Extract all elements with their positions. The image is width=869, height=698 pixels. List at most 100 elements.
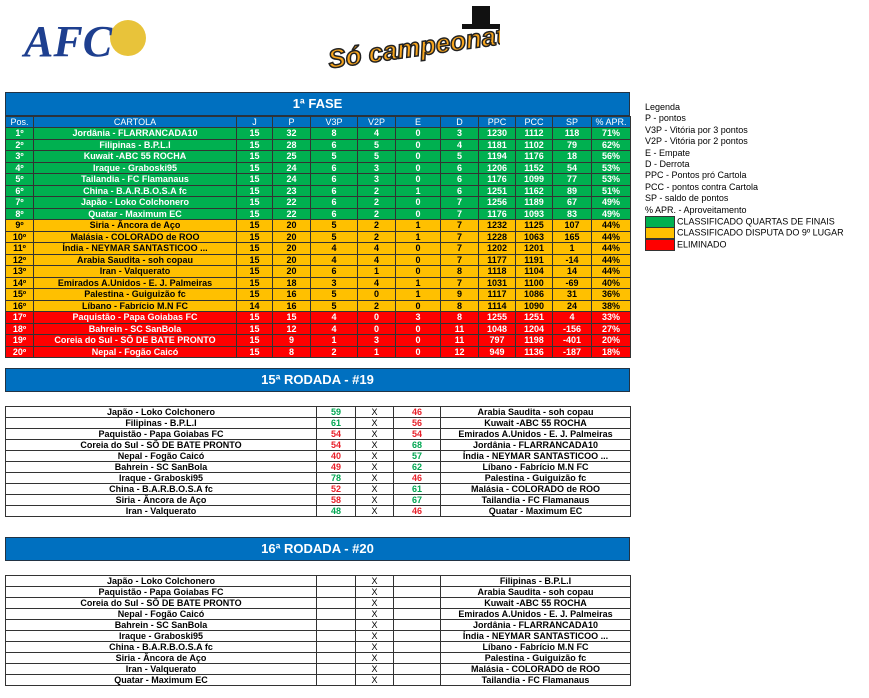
legend-item: % APR. - Aproveitamento xyxy=(645,204,747,215)
stat-cell: 8 xyxy=(440,265,479,278)
away-team: Jordânia - FLARRANCADA10 xyxy=(440,439,631,451)
stat-cell: 107 xyxy=(552,219,592,232)
stat-cell: 6 xyxy=(310,207,358,220)
stat-cell: 44% xyxy=(591,253,631,266)
away-score: 57 xyxy=(393,450,441,462)
home-score xyxy=(316,663,356,675)
stat-cell: 1176 xyxy=(478,207,516,220)
stat-cell: 1176 xyxy=(515,150,553,163)
away-team: Quatar - Maximum EC xyxy=(440,505,631,517)
logo-ball xyxy=(110,20,146,56)
team-name: Bahrein - SC SanBola xyxy=(33,322,237,335)
home-team: Japão - Loko Colchonero xyxy=(5,575,317,587)
away-team: Índia - NEYMAR SANTASTICOO ... xyxy=(440,450,631,462)
away-team: Arabia Saudita - soh copau xyxy=(440,586,631,598)
column-header: Pos. xyxy=(5,116,34,128)
standing-row: 5º Tailandia - FC Flamanaus 15 24 6 3 0 6 1176 10… xyxy=(5,173,631,186)
match-row: Nepal - Fogão Caicó 40 X 57 Índia - NEYMAR S… xyxy=(5,450,631,462)
stat-cell: 0 xyxy=(395,253,441,266)
stat-cell: 1º xyxy=(5,127,34,140)
stat-cell: 15 xyxy=(236,173,273,186)
away-score xyxy=(393,608,441,620)
stat-cell: 44% xyxy=(591,242,631,255)
standing-row: 19º Coreia do Sul - SÔ DE BATE PRONTO 15 9 1… xyxy=(5,334,631,347)
site-logo: Só campeonatos xyxy=(325,6,500,75)
versus: X xyxy=(355,597,394,609)
away-score: 67 xyxy=(393,494,441,506)
away-score xyxy=(393,630,441,642)
stat-cell: 2 xyxy=(357,230,396,243)
legend-swatch xyxy=(645,227,675,240)
stat-cell: 8 xyxy=(272,345,311,358)
versus: X xyxy=(355,472,394,484)
stat-cell: 1204 xyxy=(515,322,553,335)
match-row: Siria - Âncora de Aço X Palestina - Guigui… xyxy=(5,652,631,664)
versus: X xyxy=(355,674,394,686)
home-team: Japão - Loko Colchonero xyxy=(5,406,317,418)
stat-cell: 1048 xyxy=(478,322,516,335)
home-team: Siria - Âncora de Aço xyxy=(5,494,317,506)
column-header: PPC xyxy=(478,116,516,128)
stat-cell: 27% xyxy=(591,322,631,335)
away-team: Emirados A.Unidos - E. J. Palmeiras xyxy=(440,428,631,440)
stat-cell: 10º xyxy=(5,230,34,243)
home-team: Coreia do Sul - SÔ DE BATE PRONTO xyxy=(5,597,317,609)
stat-cell: 3 xyxy=(357,173,396,186)
round-title: 16ª RODADA - #20 xyxy=(5,537,630,561)
team-name: Jordânia - FLARRANCADA10 xyxy=(33,127,237,140)
stat-cell: 18 xyxy=(552,150,592,163)
versus: X xyxy=(355,630,394,642)
away-score xyxy=(393,652,441,664)
stat-cell: 20 xyxy=(272,253,311,266)
home-score: 48 xyxy=(316,505,356,517)
home-team: Nepal - Fogão Caicó xyxy=(5,608,317,620)
stat-cell: 1031 xyxy=(478,276,516,289)
legend-title: Legenda xyxy=(645,102,681,112)
match-row: Filipinas - B.P.L.I 61 X 56 Kuwait -ABC 55 R… xyxy=(5,417,631,429)
standing-row: 15º Palestina - Guiguizão fc 15 16 5 0 1 9 1117 1… xyxy=(5,288,631,301)
stat-cell: 28 xyxy=(272,138,311,151)
stat-cell: 20º xyxy=(5,345,34,358)
stat-cell: 3 xyxy=(440,127,479,140)
stat-cell: 0 xyxy=(395,127,441,140)
legend-zone: CLASSIFICADO QUARTAS DE FINAIS xyxy=(645,215,844,228)
stat-cell: 0 xyxy=(395,345,441,358)
team-name: Siria - Âncora de Aço xyxy=(33,219,237,232)
stat-cell: 1255 xyxy=(478,311,516,324)
stat-cell: 12 xyxy=(440,345,479,358)
stat-cell: 1198 xyxy=(515,334,553,347)
stat-cell: 7º xyxy=(5,196,34,209)
stat-cell: 15 xyxy=(272,311,311,324)
stat-cell: 5 xyxy=(310,219,358,232)
away-score xyxy=(393,619,441,631)
stat-cell: 17º xyxy=(5,311,34,324)
home-team: China - B.A.R.B.O.S.A fc xyxy=(5,641,317,653)
stat-cell: 4 xyxy=(357,253,396,266)
home-score: 40 xyxy=(316,450,356,462)
versus: X xyxy=(355,652,394,664)
match-row: Coreia do Sul - SÔ DE BATE PRONTO X Kuwait… xyxy=(5,597,631,609)
stat-cell: 4 xyxy=(440,138,479,151)
away-team: Jordânia - FLARRANCADA10 xyxy=(440,619,631,631)
home-team: Quatar - Maximum EC xyxy=(5,674,317,686)
standings-table: Pos. CARTOLA J P V3P V2P E D PPC PCC SP% APR. 1º Jor… xyxy=(5,116,631,358)
standing-row: 17º Paquistão - Papa Goiabas FC 15 15 4 0 3 8 12… xyxy=(5,311,631,324)
stat-cell: 15 xyxy=(236,322,273,335)
home-score: 54 xyxy=(316,428,356,440)
stat-cell: 1191 xyxy=(515,253,553,266)
column-header: SP xyxy=(552,116,592,128)
match-row: Iraque - Graboski95 78 X 46 Palestina - Guig… xyxy=(5,472,631,484)
stat-cell: 8 xyxy=(440,299,479,312)
stat-cell: 1090 xyxy=(515,299,553,312)
match-row: Nepal - Fogão Caicó X Emirados A.Unidos - … xyxy=(5,608,631,620)
stat-cell: 1104 xyxy=(515,265,553,278)
away-team: Arabia Saudita - soh copau xyxy=(440,406,631,418)
away-team: Malásia - COLORADO de ROO xyxy=(440,663,631,675)
standing-row: 20º Nepal - Fogão Caicó 15 8 2 1 0 12 949 1136 -18… xyxy=(5,345,631,358)
stat-cell: 4º xyxy=(5,161,34,174)
away-score xyxy=(393,575,441,587)
stat-cell: 24 xyxy=(272,173,311,186)
stat-cell: 3 xyxy=(310,276,358,289)
match-row: Bahrein - SC SanBola 49 X 62 Líbano - Fabríc… xyxy=(5,461,631,473)
stat-cell: 0 xyxy=(395,207,441,220)
